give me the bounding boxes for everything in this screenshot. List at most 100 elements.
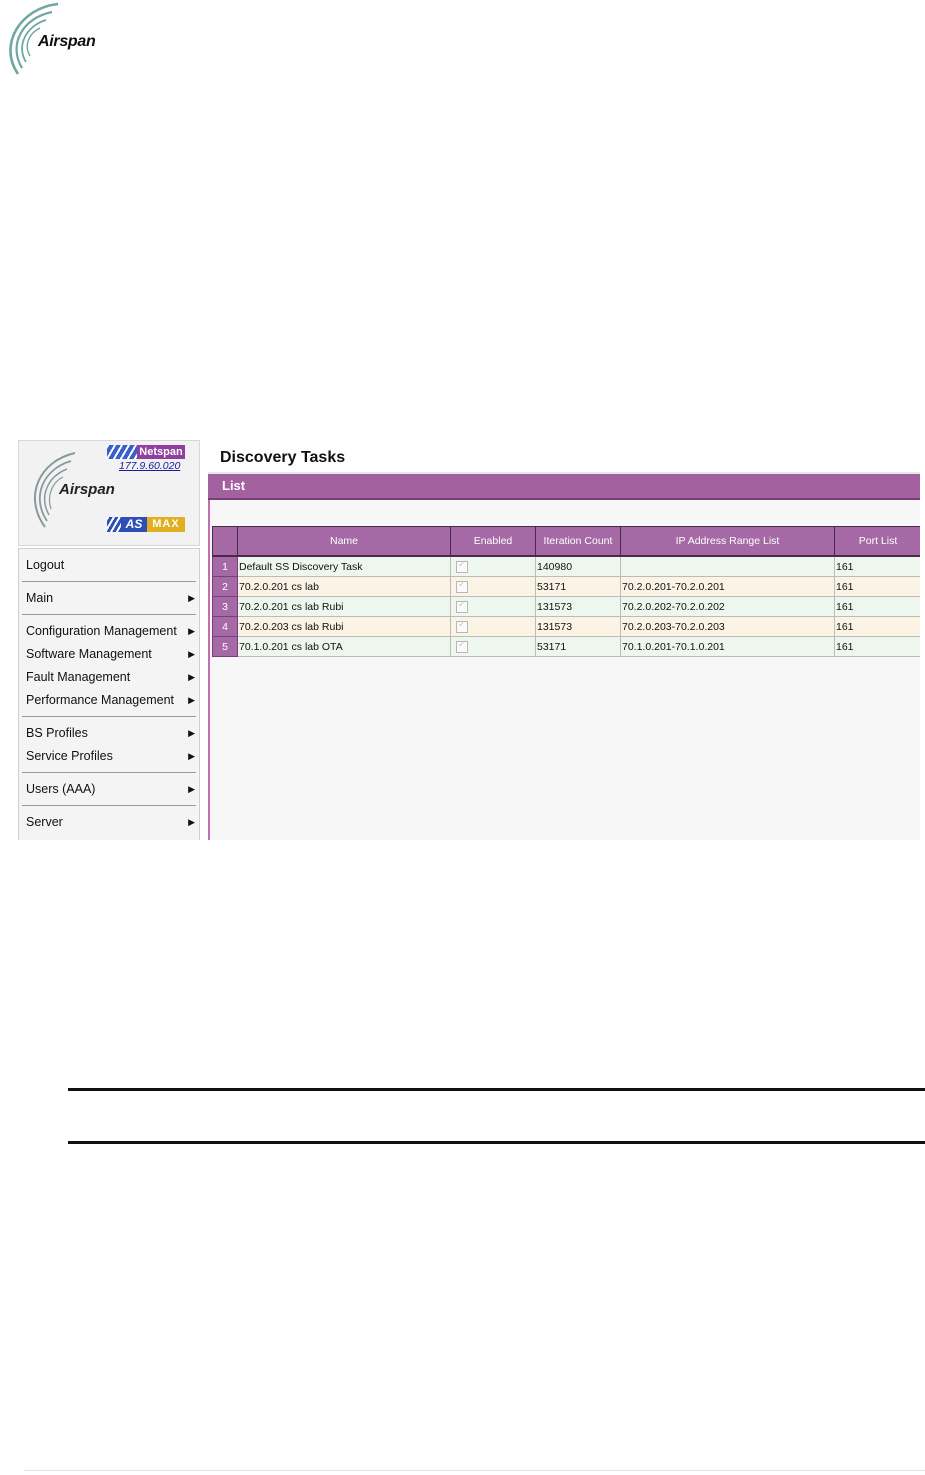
cell-enabled — [450, 576, 536, 597]
menu-item-server[interactable]: Server ▶ — [19, 811, 199, 834]
cell-ip-range: 70.2.0.203-70.2.0.203 — [620, 616, 835, 637]
cell-enabled — [450, 596, 536, 617]
cell-iteration-count: 53171 — [535, 636, 621, 657]
document-logo: Airspan — [0, 0, 130, 80]
cell-ip-range — [620, 555, 835, 577]
discovery-tasks-table: Name Enabled Iteration Count IP Address … — [212, 526, 920, 657]
cell-iteration-count: 131573 — [535, 596, 621, 617]
cell-enabled — [450, 555, 536, 577]
cell-enabled — [450, 636, 536, 657]
asmax-as: AS — [121, 517, 147, 532]
airspan-swoosh-icon — [9, 2, 59, 75]
cell-ip-range: 70.2.0.202-70.2.0.202 — [620, 596, 835, 617]
enabled-checkbox[interactable] — [456, 639, 468, 653]
menu-item-performance-management[interactable]: Performance Management ▶ — [19, 689, 199, 712]
menu-divider — [22, 581, 196, 582]
list-area: Name Enabled Iteration Count IP Address … — [208, 500, 920, 840]
title-divider — [208, 472, 920, 474]
cell-port-list: 161 — [834, 596, 920, 617]
cell-iteration-count: 53171 — [535, 576, 621, 597]
cell-name: 70.1.0.201 cs lab OTA — [237, 636, 451, 657]
enabled-checkbox[interactable] — [456, 599, 468, 613]
menu-item-label: Logout — [26, 558, 65, 572]
table-header-row: Name Enabled Iteration Count IP Address … — [212, 526, 920, 557]
cell-name: Default SS Discovery Task — [237, 555, 451, 577]
table-row[interactable]: 2 70.2.0.201 cs lab 53171 70.2.0.201-70.… — [212, 576, 920, 597]
menu-item-service-profiles[interactable]: Service Profiles ▶ — [19, 745, 199, 768]
chevron-right-icon: ▶ — [188, 817, 195, 827]
row-number: 4 — [212, 616, 238, 637]
row-number: 2 — [212, 576, 238, 597]
left-panel: Airspan Netspan 177.9.60.020 AS MAX Logo… — [18, 440, 200, 840]
asmax-logo: AS MAX — [107, 517, 185, 532]
menu-divider — [22, 614, 196, 615]
asmax-max: MAX — [147, 517, 185, 532]
menu-item-label: Server — [26, 815, 63, 829]
list-header-bar: List — [208, 474, 920, 500]
row-number: 3 — [212, 596, 238, 617]
column-header-ip-range[interactable]: IP Address Range List — [620, 526, 835, 557]
enabled-checkbox[interactable] — [456, 559, 468, 573]
table-row[interactable]: 3 70.2.0.201 cs lab Rubi 131573 70.2.0.2… — [212, 596, 920, 617]
document-rule-bottom — [68, 1141, 925, 1144]
menu-item-label: Fault Management — [26, 670, 131, 684]
stripes-icon — [107, 445, 137, 459]
menu-item-bs-profiles[interactable]: BS Profiles ▶ — [19, 722, 199, 745]
menu-divider — [22, 716, 196, 717]
menu-item-users-aaa[interactable]: Users (AAA) ▶ — [19, 778, 199, 801]
page-title: Discovery Tasks — [220, 449, 346, 466]
column-header-enabled[interactable]: Enabled — [450, 526, 536, 557]
netspan-label: Netspan — [137, 445, 185, 459]
list-label: List — [222, 478, 246, 493]
enabled-checkbox[interactable] — [456, 579, 468, 593]
cell-port-list: 161 — [834, 555, 920, 577]
column-header-name[interactable]: Name — [237, 526, 451, 557]
menu-divider — [22, 772, 196, 773]
netspan-screenshot: Airspan Netspan 177.9.60.020 AS MAX Logo… — [18, 440, 920, 840]
enabled-checkbox[interactable] — [456, 619, 468, 633]
menu-item-logout[interactable]: Logout — [19, 554, 199, 577]
chevron-right-icon: ▶ — [188, 626, 195, 636]
cell-iteration-count: 131573 — [535, 616, 621, 637]
netspan-badge: Netspan — [107, 445, 185, 459]
main-menu: Logout Main ▶ Configuration Management ▶… — [18, 548, 200, 840]
column-header-index — [212, 526, 238, 557]
menu-item-label: Software Management — [26, 647, 152, 661]
menu-item-label: Performance Management — [26, 693, 174, 707]
cell-port-list: 161 — [834, 636, 920, 657]
table-row[interactable]: 5 70.1.0.201 cs lab OTA 53171 70.1.0.201… — [212, 636, 920, 657]
column-header-iteration-count[interactable]: Iteration Count — [535, 526, 621, 557]
menu-item-software-management[interactable]: Software Management ▶ — [19, 643, 199, 666]
version-link[interactable]: 177.9.60.020 — [119, 460, 181, 472]
table-row[interactable]: 1 Default SS Discovery Task 140980 161 — [212, 555, 920, 577]
stripes-icon — [107, 517, 121, 532]
airspan-logo-icon — [34, 452, 76, 528]
menu-item-label: Main — [26, 591, 54, 605]
menu-item-main[interactable]: Main ▶ — [19, 587, 199, 610]
cell-iteration-count: 140980 — [535, 555, 621, 577]
table-row[interactable]: 4 70.2.0.203 cs lab Rubi 131573 70.2.0.2… — [212, 616, 920, 637]
app-brand: Airspan — [59, 481, 115, 498]
chevron-right-icon: ▶ — [188, 695, 195, 705]
menu-item-label: Users (AAA) — [26, 782, 96, 796]
cell-name: 70.2.0.203 cs lab Rubi — [237, 616, 451, 637]
app-logo-box: Airspan Netspan 177.9.60.020 AS MAX — [18, 440, 200, 546]
document-rule-top — [68, 1088, 925, 1091]
cell-name: 70.2.0.201 cs lab — [237, 576, 451, 597]
menu-divider — [22, 805, 196, 806]
menu-item-label: BS Profiles — [26, 726, 88, 740]
menu-item-fault-management[interactable]: Fault Management ▶ — [19, 666, 199, 689]
cell-ip-range: 70.1.0.201-70.1.0.201 — [620, 636, 835, 657]
main-panel: Discovery Tasks List Name Enabled Iterat… — [208, 440, 920, 840]
column-header-port-list[interactable]: Port List — [834, 526, 920, 557]
chevron-right-icon: ▶ — [188, 593, 195, 603]
cell-name: 70.2.0.201 cs lab Rubi — [237, 596, 451, 617]
chevron-right-icon: ▶ — [188, 751, 195, 761]
row-number: 1 — [212, 555, 238, 577]
chevron-right-icon: ▶ — [188, 784, 195, 794]
footer-divider — [24, 1470, 925, 1471]
cell-port-list: 161 — [834, 576, 920, 597]
menu-item-configuration-management[interactable]: Configuration Management ▶ — [19, 620, 199, 643]
cell-port-list: 161 — [834, 616, 920, 637]
menu-item-label: Configuration Management — [26, 624, 177, 638]
